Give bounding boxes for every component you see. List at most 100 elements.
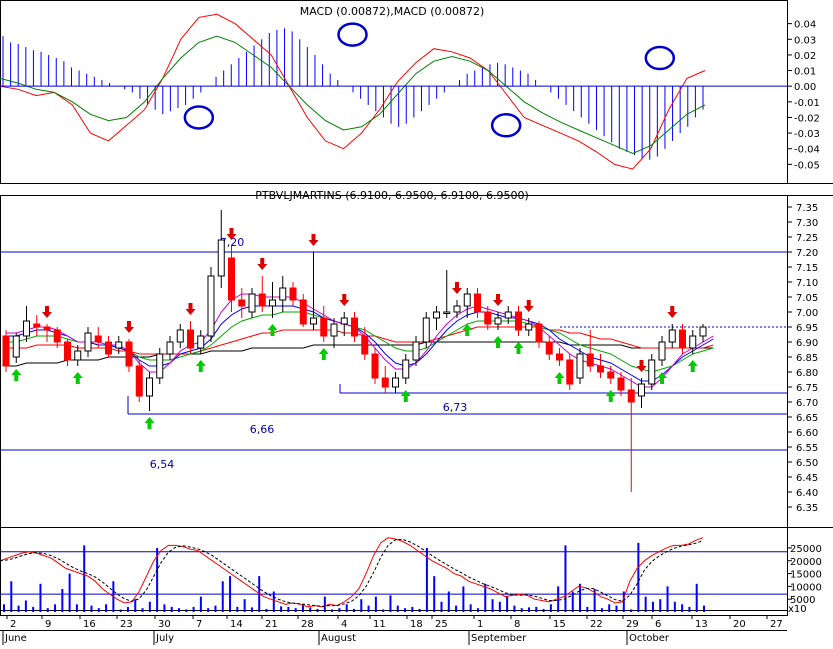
candle-body	[12, 335, 20, 358]
candlestick	[64, 339, 71, 366]
candlestick	[515, 306, 522, 336]
candle-body	[248, 293, 256, 313]
x-axis-label: 13	[695, 619, 708, 630]
ma-fast-line	[6, 293, 714, 388]
volume-tick-label: 20000	[790, 557, 822, 568]
candlestick	[135, 360, 143, 402]
candle-body	[135, 365, 143, 397]
candlestick	[23, 306, 30, 342]
buy-arrow	[687, 360, 698, 372]
price-title: PTBVLJMARTINS (6.9100, 6.9500, 6.9100, 6…	[255, 189, 529, 202]
price-tick-label: 6.80	[796, 368, 818, 379]
sell-arrow	[308, 234, 319, 246]
macd-tick-label: -0.01	[794, 98, 820, 109]
candlestick	[474, 288, 481, 318]
candlestick	[556, 348, 563, 366]
candle-body	[515, 311, 522, 331]
macd-line	[0, 13, 706, 170]
candle-body	[648, 359, 656, 385]
volume-unit: x10	[788, 604, 807, 615]
candlestick	[105, 336, 112, 357]
candle-body	[566, 359, 574, 385]
panel-frames	[0, 0, 833, 616]
candle-body	[64, 341, 71, 361]
candlestick	[658, 336, 666, 366]
x-axis-label: 2	[10, 619, 16, 630]
candle-body	[658, 341, 666, 361]
candle-body	[33, 323, 41, 328]
sell-arrow	[339, 294, 350, 306]
candlestick	[166, 336, 174, 360]
x-axis-label: 7	[196, 619, 202, 630]
x-axis-label: 30	[158, 619, 171, 630]
ma-slow-line	[6, 311, 714, 373]
candlestick	[381, 366, 389, 393]
candle-body	[258, 293, 266, 307]
candle-body	[556, 353, 563, 361]
candle-body	[453, 305, 461, 313]
candle-body	[679, 329, 686, 349]
candlestick	[525, 318, 533, 336]
macd-highlight-circle	[490, 113, 522, 138]
x-axis-label: 14	[230, 619, 243, 630]
candle-body	[289, 287, 297, 301]
candle-body	[402, 359, 410, 379]
candlestick	[197, 330, 205, 354]
x-axis-label: 22	[590, 619, 603, 630]
buy-arrow	[462, 324, 473, 336]
candlestick	[43, 324, 51, 342]
x-axis-label: 21	[265, 619, 278, 630]
candlestick	[607, 366, 615, 384]
candlestick	[597, 354, 604, 378]
candle-body	[156, 353, 164, 379]
candlestick	[668, 324, 676, 348]
candle-body	[463, 293, 471, 307]
candlestick	[689, 330, 697, 354]
price-tick-label: 6.85	[796, 353, 818, 364]
price-tick-label: 7.35	[796, 203, 818, 214]
price-tick-label: 6.45	[796, 473, 818, 484]
candle-body	[351, 317, 358, 337]
macd-tick-label: -0.02	[794, 113, 820, 124]
price-level-label: 6,66	[250, 423, 275, 436]
candlestick	[12, 333, 20, 363]
candle-body	[689, 335, 697, 349]
candlestick	[279, 276, 287, 312]
x-axis-label: 29	[626, 619, 639, 630]
buy-arrow	[400, 390, 411, 402]
candlestick	[299, 294, 307, 327]
candlestick	[463, 288, 471, 318]
candlestick	[269, 282, 276, 318]
candlestick	[217, 210, 225, 288]
candle-body	[115, 341, 123, 349]
candle-body	[320, 317, 328, 337]
candlestick	[94, 327, 102, 348]
x-axis-label: 8	[514, 619, 520, 630]
candlestick	[648, 354, 656, 390]
candle-body	[146, 377, 153, 397]
macd-tick-label: 0.02	[794, 51, 816, 62]
candle-body	[105, 341, 112, 355]
price-tick-label: 7.10	[796, 278, 818, 289]
price-tick-label: 7.30	[796, 218, 818, 229]
macd-title: MACD (0.00872),MACD (0.00872)	[300, 5, 485, 18]
macd-tick-label: 0.04	[794, 20, 816, 31]
volume-tick-label: 25000	[790, 544, 822, 555]
macd-tick-label: -0.05	[794, 160, 820, 171]
candle-body	[638, 383, 645, 397]
x-axis-label: 18	[410, 619, 423, 630]
x-axis-label: 28	[301, 619, 314, 630]
ma-mid-line	[6, 305, 714, 382]
macd-frame	[0, 0, 788, 184]
candle-body	[433, 311, 440, 319]
price-levels: 7,20 6,73 6,66 6,54	[0, 236, 787, 471]
stoch-d-line	[0, 538, 704, 607]
candle-body	[310, 317, 317, 325]
candlestick	[371, 348, 379, 384]
x-axis-label: 23	[120, 619, 133, 630]
candle-body	[361, 335, 369, 355]
volume-levels	[0, 551, 787, 595]
